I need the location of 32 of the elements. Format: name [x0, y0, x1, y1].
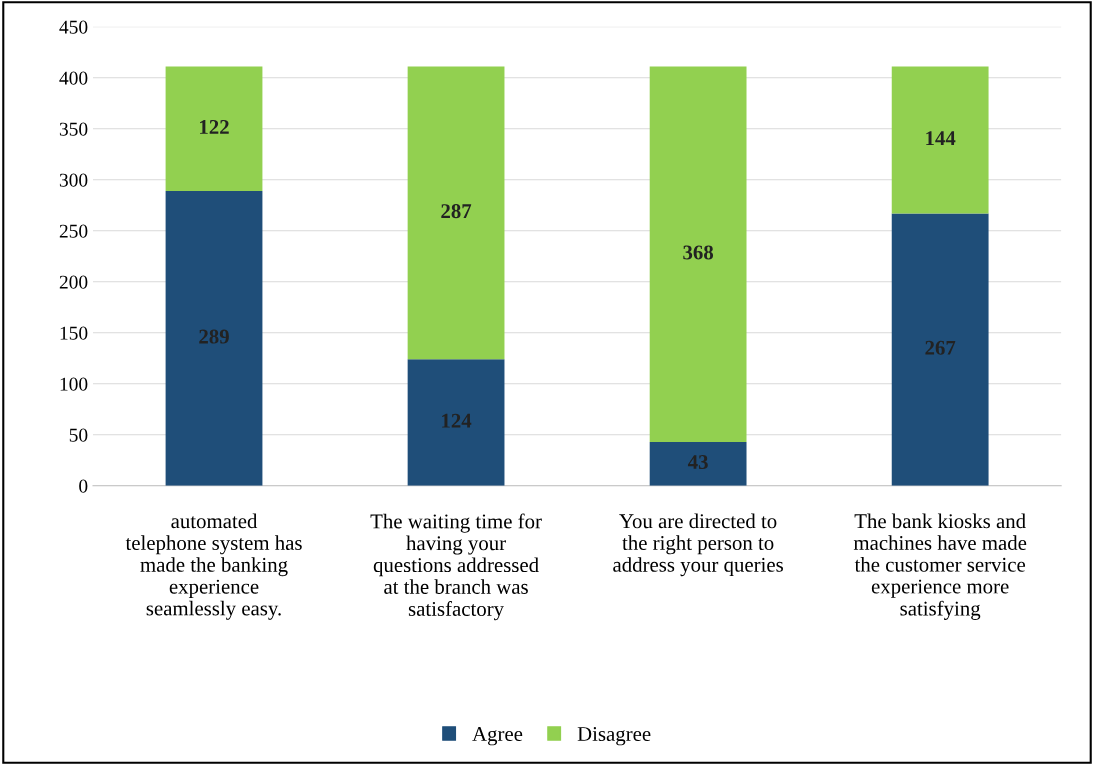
data-label: 289: [199, 329, 229, 344]
data-label: 43: [687, 455, 708, 470]
data-label: 122: [200, 119, 229, 134]
y-tick-label: 250: [59, 224, 88, 238]
bar: [165, 191, 263, 486]
bar: [891, 66, 989, 214]
y-tick-label: 400: [59, 71, 88, 85]
legend-label: Agree: [472, 727, 523, 746]
y-tick-label: 200: [59, 275, 88, 289]
data-label: 124: [442, 413, 472, 428]
y-tick-label: 150: [60, 326, 88, 340]
x-tick-label: The bank kiosks and machines have made the customer service experience more satisfying: [853, 513, 1027, 620]
y-tick-label: 450: [59, 20, 88, 34]
y-tick-label: 300: [59, 173, 88, 187]
y-tick-label: 350: [59, 122, 88, 136]
x-tick-label: automated telephone system has made the banking experience seamlessly easy.: [125, 513, 302, 620]
data-label: 368: [683, 245, 714, 260]
x-tick-label: The waiting time for having your questions addressed at the branch was satisfactory: [370, 513, 542, 621]
legend-label: Disagree: [577, 727, 651, 746]
data-label: 144: [926, 131, 956, 145]
bar: [649, 66, 747, 442]
y-tick-label: 100: [60, 377, 88, 391]
data-label: 267: [925, 340, 956, 355]
data-label: 287: [441, 204, 472, 219]
y-tick-label: 0: [79, 479, 88, 493]
x-tick-label: You are directed to the right person to address your queries: [613, 513, 783, 577]
bar: [891, 213, 989, 486]
bar: [649, 441, 747, 486]
y-tick-label: 50: [69, 428, 88, 442]
bar: [407, 66, 505, 360]
bar: [165, 66, 263, 191]
bar: [407, 359, 505, 486]
